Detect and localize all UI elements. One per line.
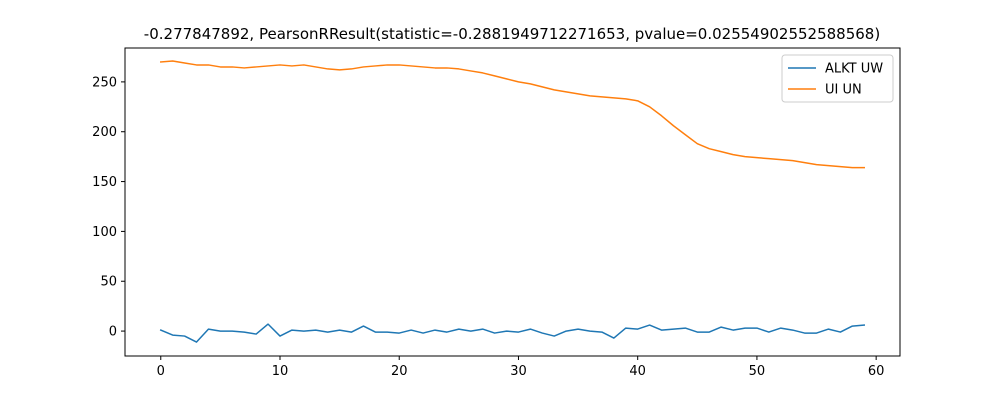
x-tick-label: 40 (629, 364, 646, 379)
chart-title: -0.277847892, PearsonRResult(statistic=-… (144, 25, 880, 43)
x-tick-label: 10 (272, 364, 289, 379)
x-axis: 0 10 20 30 40 50 60 (157, 356, 885, 379)
x-tick-label: 0 (157, 364, 165, 379)
legend: ALKT UW UI UN (781, 54, 894, 103)
y-tick-label: 0 (109, 325, 117, 340)
y-tick-label: 250 (92, 75, 117, 90)
y-tick-label: 150 (92, 175, 117, 190)
x-tick-label: 30 (510, 364, 527, 379)
x-tick-label: 20 (391, 364, 408, 379)
series-line-1 (159, 60, 865, 169)
x-tick-label: 60 (868, 364, 885, 379)
y-tick-label: 100 (92, 225, 117, 240)
legend-label-0: ALKT UW (825, 62, 883, 77)
y-axis: 0 50 100 150 200 250 (92, 75, 125, 340)
legend-box (781, 54, 894, 103)
x-tick-label: 50 (749, 364, 766, 379)
legend-label-1: UI UN (825, 83, 862, 98)
series-line-0 (159, 323, 866, 343)
plot-frame (124, 47, 901, 357)
y-tick-label: 50 (100, 275, 117, 290)
y-tick-label: 200 (92, 125, 117, 140)
series-layer (159, 60, 866, 343)
